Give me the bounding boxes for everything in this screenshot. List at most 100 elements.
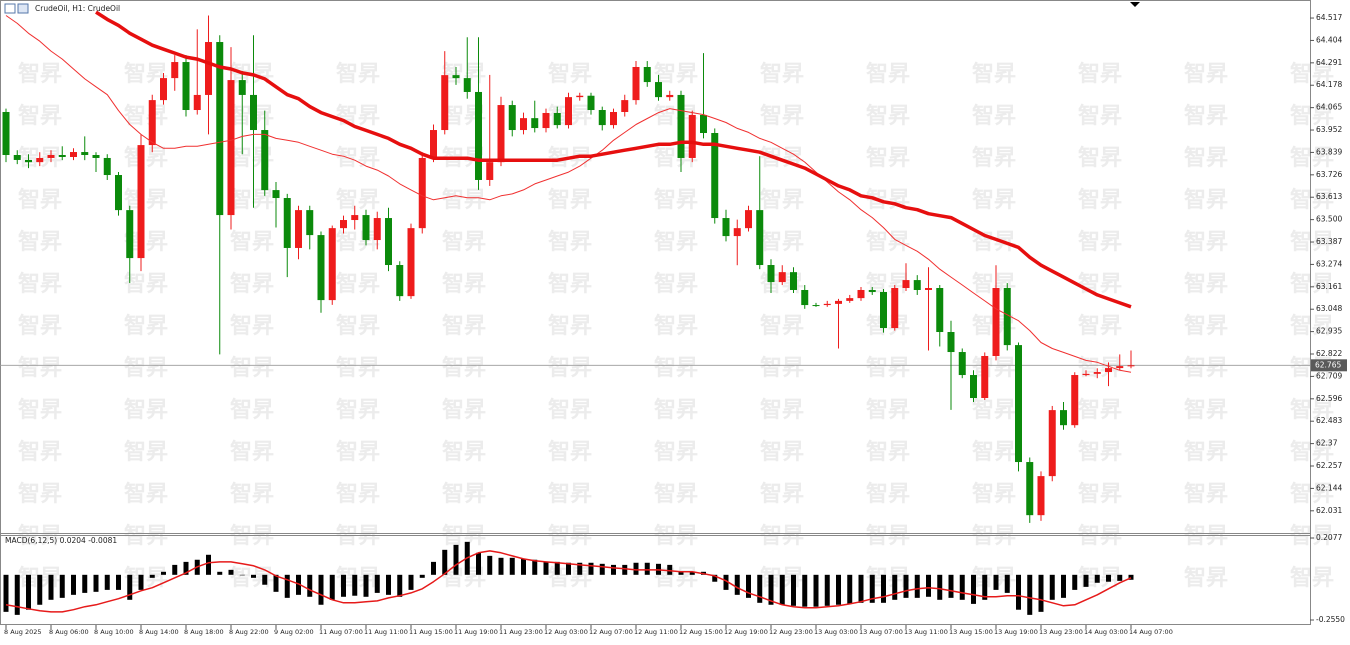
histogram-bar	[644, 562, 650, 575]
watermark: 智昇	[336, 439, 380, 465]
watermark: 智昇	[1184, 187, 1228, 213]
chart-icon	[4, 3, 16, 14]
candle-body	[947, 332, 955, 353]
watermark: 智昇	[124, 397, 168, 423]
watermark: 智昇	[548, 355, 592, 381]
candle-body	[835, 300, 842, 304]
histogram-bar	[1004, 574, 1010, 593]
x-tick-label: 13 Aug 03:00	[814, 628, 858, 636]
y-tick-label: 0.2077	[1316, 533, 1342, 542]
x-tick-label: 14 Aug 03:00	[1084, 628, 1128, 636]
candle-body	[148, 100, 156, 146]
watermark: 智昇	[972, 481, 1016, 507]
histogram-bar	[757, 574, 763, 603]
x-tick-label: 13 Aug 19:00	[994, 628, 1038, 636]
y-tick-label: 62.257	[1316, 461, 1342, 470]
x-tick-label: 13 Aug 11:00	[904, 628, 948, 636]
histogram-bar	[982, 574, 988, 600]
watermark: 智昇	[336, 187, 380, 213]
watermark: 智昇	[654, 565, 698, 591]
candle-body	[103, 157, 111, 176]
x-tick-label: 8 Aug 18:00	[184, 628, 224, 636]
histogram-bar	[847, 574, 853, 604]
watermark: 智昇	[548, 271, 592, 297]
x-tick-label: 13 Aug 07:00	[859, 628, 903, 636]
candle-body	[745, 210, 752, 229]
histogram-bar	[914, 574, 920, 598]
histogram-bar	[813, 574, 819, 607]
y-tick-label: 64.291	[1316, 58, 1342, 67]
watermark: 智昇	[548, 313, 592, 339]
watermark: 智昇	[760, 313, 804, 339]
watermark: 智昇	[1078, 145, 1122, 171]
candle-body	[902, 280, 910, 289]
histogram-bar	[543, 561, 549, 575]
x-tick-label: 8 Aug 2025	[4, 628, 42, 636]
candle-body	[1037, 476, 1045, 516]
histogram-bar	[453, 544, 459, 575]
candle-body	[25, 159, 32, 163]
x-tick-label: 8 Aug 14:00	[139, 628, 179, 636]
watermark: 智昇	[442, 481, 486, 507]
watermark: 智昇	[1290, 145, 1334, 171]
candle-body	[767, 265, 775, 283]
x-tick-label: 8 Aug 22:00	[229, 628, 269, 636]
candle-body	[1127, 365, 1135, 367]
histogram-bar	[1106, 574, 1111, 582]
histogram-bar	[802, 574, 808, 607]
shift-marker	[1130, 2, 1140, 7]
candle-body	[958, 352, 966, 376]
histogram-bar	[318, 574, 324, 605]
candle-body	[441, 75, 449, 131]
histogram-bar	[667, 564, 673, 575]
watermark: 智昇	[1078, 103, 1122, 129]
watermark: 智昇	[548, 187, 592, 213]
watermark: 智昇	[1290, 397, 1334, 423]
watermark: 智昇	[760, 229, 804, 255]
x-tick-label: 11 Aug 23:00	[499, 628, 543, 636]
watermark: 智昇	[230, 565, 274, 591]
histogram-bar	[138, 574, 144, 590]
watermark: 智昇	[18, 61, 62, 87]
watermark: 智昇	[442, 229, 486, 255]
candle-body	[790, 272, 797, 290]
candle-body	[70, 152, 77, 157]
candle-body	[880, 291, 887, 329]
candle-body	[486, 162, 494, 180]
watermark: 智昇	[230, 439, 274, 465]
histogram-bar	[487, 555, 493, 575]
histogram-bar	[858, 574, 864, 603]
histogram-bar	[374, 574, 380, 593]
x-tick-label: 11 Aug 11:00	[364, 628, 408, 636]
watermark: 智昇	[1078, 355, 1122, 381]
watermark: 智昇	[230, 229, 274, 255]
candle-body	[92, 155, 100, 158]
candle-body	[2, 111, 10, 156]
watermark: 智昇	[654, 271, 698, 297]
candle-body	[778, 272, 786, 283]
candle-body	[47, 155, 55, 158]
candle-body	[475, 91, 482, 180]
candle-body	[497, 105, 505, 163]
histogram-bar	[521, 558, 526, 575]
histogram-bar	[386, 574, 391, 595]
candle-body	[407, 228, 415, 297]
candle-body	[295, 210, 302, 248]
candle-body	[891, 288, 899, 329]
chart-icon	[17, 3, 29, 14]
histogram-bar	[127, 574, 133, 600]
histogram-bar	[1049, 574, 1055, 600]
watermark: 智昇	[548, 439, 592, 465]
histogram-bar	[206, 554, 211, 575]
histogram-bar	[341, 574, 346, 597]
moving-average	[5, 15, 1132, 373]
candle-body	[632, 66, 640, 101]
watermark: 智昇	[866, 355, 910, 381]
candle-body	[261, 130, 269, 191]
watermark: 智昇	[1290, 313, 1334, 339]
candle-body	[711, 133, 719, 219]
watermark: 智昇	[548, 229, 592, 255]
candle-body	[385, 218, 392, 266]
candle-body	[238, 80, 246, 95]
